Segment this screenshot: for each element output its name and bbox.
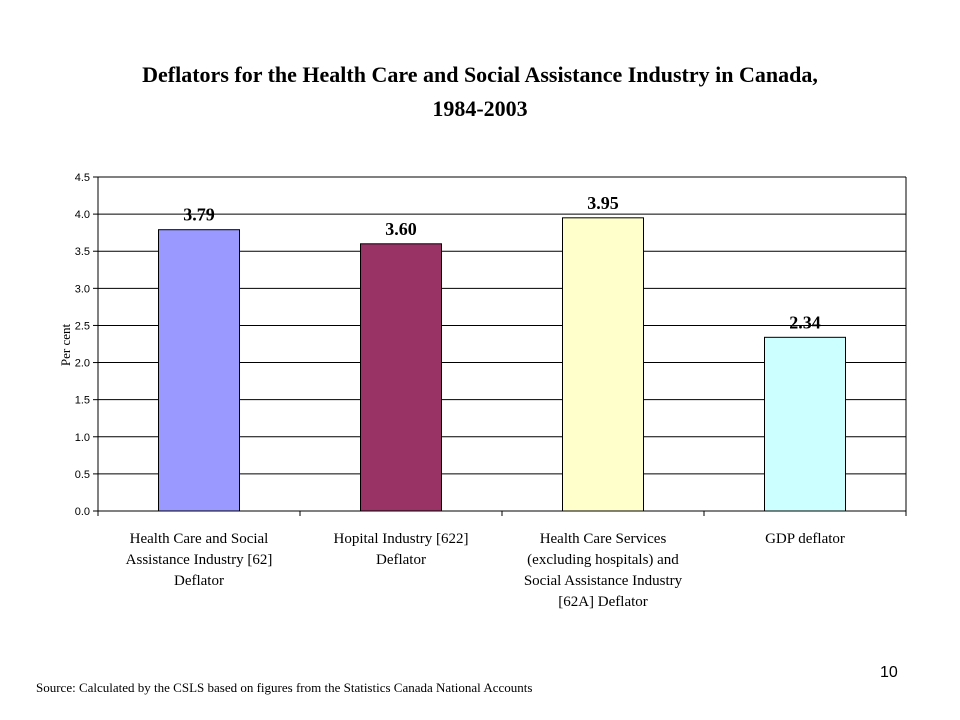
bar [562, 217, 644, 512]
chart-title-line-2: 1984-2003 [432, 96, 528, 121]
x-category-label: Health Care and Social [130, 531, 269, 547]
x-category-label: Hopital Industry [622] [334, 531, 469, 547]
x-category-label: Assistance Industry [62] [126, 552, 273, 568]
y-tick-label: 2.5 [75, 320, 90, 332]
y-tick-label: 0.5 [75, 469, 90, 481]
data-label: 3.79 [183, 205, 215, 225]
chart-title-line-1: Deflators for the Health Care and Social… [142, 62, 818, 87]
x-category-label: Deflator [376, 552, 426, 568]
x-category-label: [62A] Deflator [558, 594, 648, 610]
x-category-label: Social Assistance Industry [524, 573, 683, 589]
y-axis-label: Per cent [58, 323, 73, 366]
y-tick-label: 4.0 [75, 209, 90, 221]
data-label: 3.95 [587, 193, 619, 213]
bar [764, 336, 846, 512]
data-label: 2.34 [789, 312, 821, 332]
y-tick-label: 0.0 [75, 506, 90, 518]
x-category-label: (excluding hospitals) and [527, 552, 679, 568]
page-number: 10 [880, 664, 898, 681]
bar [158, 229, 240, 512]
chart-title: Deflators for the Health Care and Social… [40, 58, 920, 126]
source-note: Source: Calculated by the CSLS based on … [36, 680, 533, 695]
y-tick-label: 3.0 [75, 283, 90, 295]
x-category-label: Deflator [174, 573, 224, 589]
y-tick-label: 4.5 [75, 172, 90, 184]
data-label: 3.60 [385, 219, 417, 239]
y-tick-label: 3.5 [75, 246, 90, 258]
x-category-label: Health Care Services [540, 531, 667, 547]
y-tick-label: 1.0 [75, 432, 90, 444]
bar [360, 243, 442, 512]
x-category-label: GDP deflator [765, 531, 845, 547]
y-tick-label: 2.0 [75, 358, 90, 370]
y-tick-label: 1.5 [75, 395, 90, 407]
